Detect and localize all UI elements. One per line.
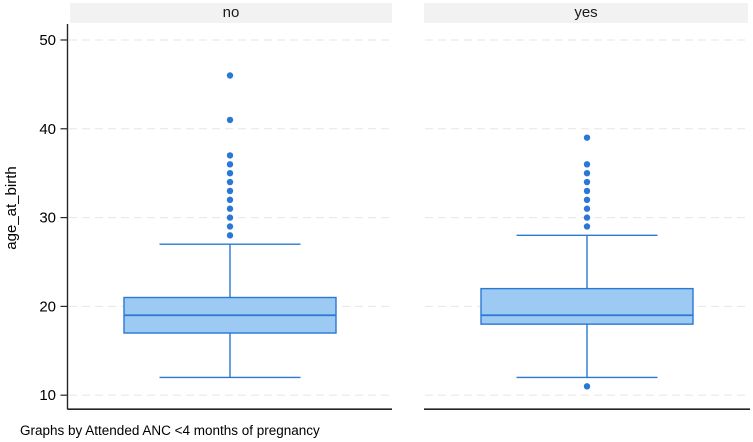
y-axis-title: age_at_birth (3, 166, 20, 250)
panel-label: yes (574, 4, 598, 21)
y-tick-label: 50 (39, 32, 56, 49)
outlier-dot-34 (583, 178, 591, 186)
outlier-dot-28 (226, 232, 234, 239)
panel-header-no: no (70, 3, 392, 23)
outlier-dot-36 (583, 161, 591, 168)
outlier-dot-32 (583, 196, 591, 204)
outlier-dot-34 (226, 178, 234, 186)
outlier-dot-36 (226, 161, 234, 168)
y-tick-label: 10 (39, 387, 56, 404)
panel-header-yes: yes (424, 3, 748, 23)
iqr-box-yes (480, 287, 694, 325)
outlier-dot-31 (583, 205, 591, 212)
outlier-dot-35 (226, 169, 234, 177)
y-tick-label: 40 (39, 121, 56, 138)
caption: Graphs by Attended ANC <4 months of preg… (20, 423, 320, 438)
y-tick-label: 30 (39, 210, 56, 227)
y-tick-label: 20 (39, 298, 56, 315)
outlier-dot-30 (583, 214, 591, 221)
outlier-dot-35 (583, 169, 591, 177)
outlier-dot-32 (226, 196, 234, 204)
outlier-dot-29 (226, 223, 234, 230)
outlier-dot-46 (226, 72, 234, 79)
outlier-dot-39 (583, 134, 591, 141)
outlier-dot-41 (226, 116, 234, 124)
outlier-dot-29 (583, 223, 591, 230)
outlier-dot-33 (583, 187, 591, 195)
outlier-dot-31 (226, 205, 234, 212)
outlier-dot-37 (226, 152, 234, 159)
outlier-dot-33 (226, 187, 234, 195)
outlier-dot-11 (583, 383, 591, 390)
outlier-dot-30 (226, 214, 234, 221)
panel-label: no (222, 4, 240, 21)
